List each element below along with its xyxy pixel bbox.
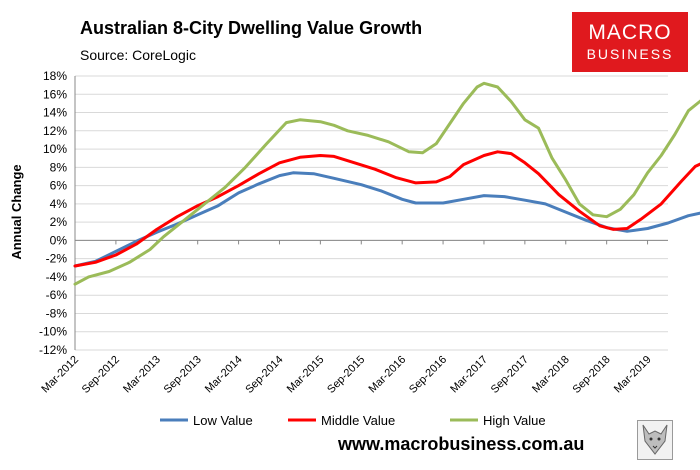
y-tick-label: 0% [50,233,68,247]
axes [74,76,668,350]
legend-label-middle-value: Middle Value [321,413,395,428]
x-tick-label: Mar-2019 [612,354,654,396]
x-tick-label: Mar-2015 [285,354,327,396]
y-tick-label: 18% [43,69,67,83]
y-tick-label: 4% [50,197,68,211]
y-tick-label: 8% [50,160,68,174]
y-tick-label: 2% [50,215,68,229]
series-line-low-value [73,171,700,268]
grid-lines [75,75,668,351]
brand-logo-line2: BUSINESS [586,46,674,62]
y-tick-label: -8% [46,306,68,320]
x-tick-label: Sep-2016 [407,354,449,396]
x-tick-label: Mar-2012 [39,354,81,396]
y-axis-title: Annual Change [9,164,24,259]
x-tick-label: Sep-2013 [162,354,204,396]
x-tick-label: Mar-2017 [448,354,490,396]
y-tick-label: 6% [50,179,68,193]
y-tick-label: -2% [46,252,68,266]
x-tick-label: Mar-2013 [121,354,163,396]
x-tick-label: Sep-2015 [325,354,367,396]
legend-label-high-value: High Value [483,413,546,428]
x-tick-label: Sep-2018 [571,354,613,396]
chart-title: Australian 8-City Dwelling Value Growth [80,18,423,38]
y-tick-label: 16% [43,87,67,101]
x-tick-label: Sep-2017 [489,354,531,396]
series-lines [73,81,700,286]
chart-source: Source: CoreLogic [80,47,196,63]
series-line-high-value [73,81,700,286]
y-tick-label: -12% [39,343,67,357]
y-tick-label: -4% [46,270,68,284]
fox-emblem [637,420,673,460]
x-tick-label: Sep-2012 [80,354,122,396]
x-tick-label: Mar-2018 [530,354,572,396]
series-line-middle-value [73,150,700,268]
legend: Low Value Middle Value High Value [160,413,546,428]
y-tick-label: 12% [43,124,67,138]
brand-logo-line1: MACRO [588,21,672,44]
x-tick-label: Mar-2014 [203,354,245,396]
x-tick-label: Mar-2016 [367,354,409,396]
website-url: www.macrobusiness.com.au [338,434,585,454]
y-tick-label: 10% [43,142,67,156]
y-axis-ticks: 18% 16% 14% 12% 10% 8% 6% 4% 2% 0% -2% -4% -6% -8% -10… [39,69,67,357]
legend-label-low-value: Low Value [193,413,253,428]
brand-logo: MACRO BUSINESS [572,12,688,72]
y-tick-label: 14% [43,106,67,120]
y-tick-label: -6% [46,288,68,302]
x-tick-label: Sep-2014 [243,354,285,396]
y-tick-label: -10% [39,325,67,339]
